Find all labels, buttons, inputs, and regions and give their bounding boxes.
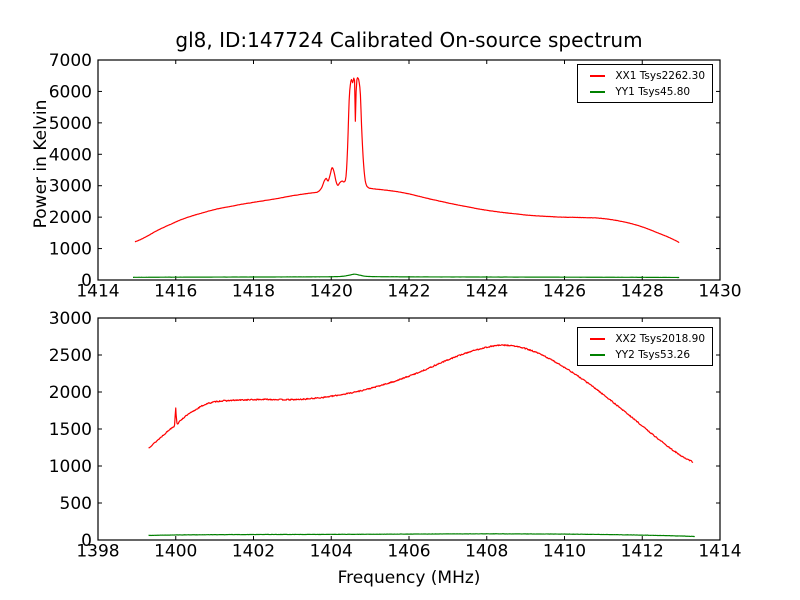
x-tick-label: 1418 (232, 282, 275, 302)
legend-label: XX2 Tsys2018.90 (615, 332, 705, 345)
y-tick-label: 3000 (49, 177, 92, 197)
y-tick-label: 4000 (49, 145, 92, 165)
legend-line-sample (590, 337, 606, 340)
x-tick-label: 1404 (310, 542, 353, 562)
y-tick-label: 7000 (49, 51, 92, 71)
x-tick-label: 1412 (621, 542, 664, 562)
x-tick-label: 1414 (698, 542, 741, 562)
series-line-yy1 (132, 273, 680, 279)
x-tick-label: 1416 (154, 282, 197, 302)
legend-entry: YY2 Tsys53.26 (590, 347, 709, 362)
bottom-panel: 1398 1400 1402 1404 1406 1408 1410 1412 1414 0 500… (49, 309, 742, 562)
y-tick-label: 2500 (49, 346, 92, 366)
series-line-xx1 (134, 77, 680, 244)
legend-entry: XX1 Tsys2262.30 (590, 68, 709, 83)
legend-label: YY1 Tsys45.80 (615, 85, 691, 98)
x-tick-label: 1408 (465, 542, 508, 562)
y-tick-label: 1000 (49, 457, 92, 477)
legend-label: YY2 Tsys53.26 (615, 348, 691, 361)
bottom-axes-frame (97, 317, 721, 541)
x-tick-label: 1410 (543, 542, 586, 562)
x-tick-label: 1426 (543, 282, 586, 302)
legend-label: XX1 Tsys2262.30 (615, 69, 705, 82)
legend-line-sample (590, 353, 606, 356)
x-tick-label: 1424 (465, 282, 508, 302)
y-tick-label: 5000 (49, 114, 92, 134)
x-tick-label: 1420 (310, 282, 353, 302)
x-axis-label: Frequency (MHz) (337, 568, 481, 588)
y-tick-label: 2000 (49, 208, 92, 228)
y-tick-label: 3000 (49, 309, 92, 329)
y-tick-label: 6000 (49, 82, 92, 102)
y-tick-label: 1000 (49, 240, 92, 260)
x-tick-label: 1406 (387, 542, 430, 562)
legend-top: XX1 Tsys2262.30 YY1 Tsys45.80 (577, 64, 713, 103)
legend-entry: YY1 Tsys45.80 (590, 84, 709, 99)
x-tick-label: 1398 (76, 542, 119, 562)
top-axes-frame (97, 59, 721, 281)
y-tick-label: 500 (60, 494, 92, 514)
y-tick-label: 1500 (49, 420, 92, 440)
y-tick-label: 0 (81, 531, 92, 551)
series-line-yy2 (148, 533, 695, 538)
chart-title: gl8, ID:147724 Calibrated On-source spec… (175, 28, 643, 52)
x-tick-label: 1428 (621, 282, 664, 302)
y-tick-label: 0 (81, 271, 92, 291)
y-tick-label: 2000 (49, 383, 92, 403)
legend-line-sample (590, 74, 606, 77)
series-line-xx2 (148, 344, 694, 463)
x-tick-label: 1400 (154, 542, 197, 562)
top-panel: 1414 1416 1418 1420 1422 1424 1426 1428 1430 0 100… (49, 51, 742, 302)
x-tick-label: 1402 (232, 542, 275, 562)
x-tick-label: 1414 (76, 282, 119, 302)
x-tick-label: 1422 (387, 282, 430, 302)
legend-entry: XX2 Tsys2018.90 (590, 331, 709, 346)
x-tick-label: 1430 (698, 282, 741, 302)
legend-line-sample (590, 90, 606, 93)
legend-bottom: XX2 Tsys2018.90 YY2 Tsys53.26 (577, 327, 713, 366)
